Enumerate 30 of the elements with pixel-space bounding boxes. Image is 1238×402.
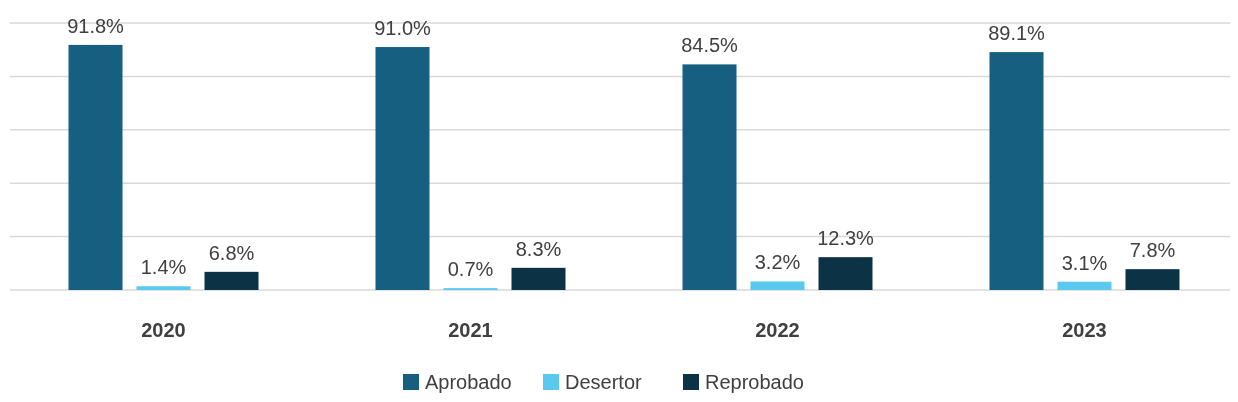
bar [136,286,191,290]
data-label: 3.1% [1061,251,1108,274]
data-label: 84.5% [681,34,739,57]
x-tick-label: 2022 [755,319,800,341]
data-label: 1.4% [140,256,187,279]
bar [750,281,805,290]
x-tick-label: 2023 [1062,319,1107,341]
x-tick-label: 2021 [448,319,493,341]
data-label: 91.8% [67,14,125,37]
data-label: 8.3% [515,237,562,260]
data-label: 91.0% [374,17,432,40]
legend-label: Aprobado [425,371,512,393]
data-label: 3.2% [754,251,801,274]
data-label: 0.7% [447,258,494,281]
x-tick-label: 2020 [141,319,186,341]
bar [682,64,737,290]
data-label: 89.1% [988,22,1046,45]
bar [1057,281,1112,290]
bar [1125,269,1180,290]
bar [511,267,566,290]
bar [375,47,430,290]
bar [68,44,123,290]
data-label: 6.8% [208,241,255,264]
data-label: 12.3% [817,227,875,250]
legend-label: Reprobado [705,371,804,393]
bar [818,257,873,290]
legend-label: Desertor [565,371,643,393]
data-label: 7.8% [1129,239,1176,262]
bar [989,52,1044,290]
bar [204,271,259,290]
